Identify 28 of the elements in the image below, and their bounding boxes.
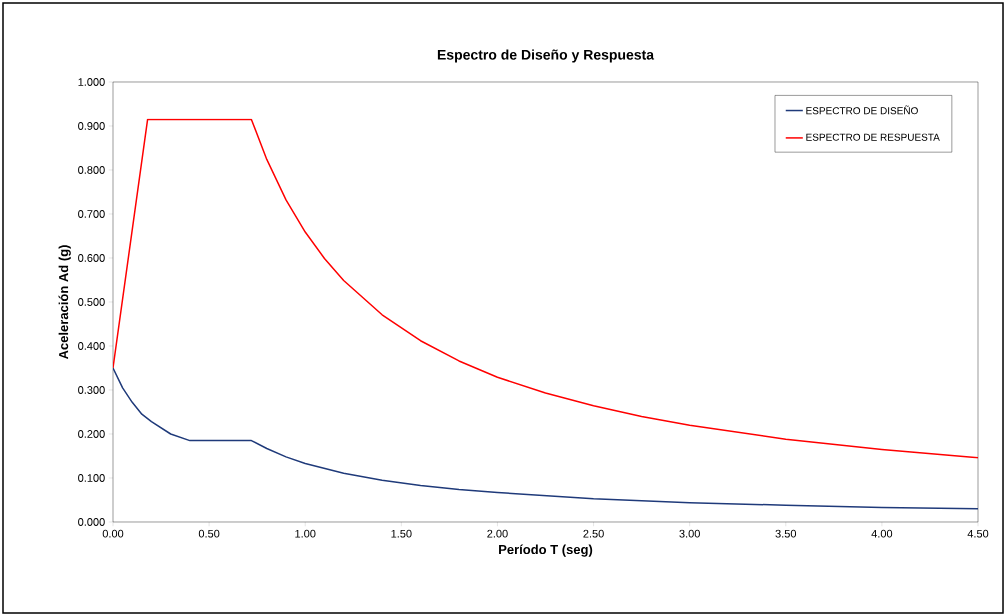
- x-tick-label: 2.00: [487, 529, 508, 538]
- y-tick-label: 0.900: [78, 122, 105, 130]
- line-series: [113, 367, 979, 510]
- x-tick-label: 1.50: [391, 529, 412, 538]
- x-axis-title: Período T (seg): [499, 544, 593, 557]
- x-tick-label: 0.00: [102, 529, 124, 538]
- chart-title: Espectro de Diseño y Respuesta: [437, 49, 655, 63]
- y-axis-title: Aceleración Ad (g): [58, 245, 71, 360]
- y-tick-label: 0.000: [78, 518, 105, 526]
- y-tick-label: 0.500: [78, 298, 105, 306]
- x-tick-label: 3.50: [775, 529, 797, 538]
- y-tick-label: 1.000: [78, 78, 105, 86]
- x-tick-label: 4.50: [967, 529, 989, 538]
- x-tick-label: 1.00: [295, 529, 316, 538]
- y-tick-label: 0.700: [78, 210, 105, 218]
- legend-label: ESPECTRO DE DISEÑO: [806, 105, 918, 115]
- x-tick-label: 0.50: [198, 529, 220, 538]
- x-tick-label: 2.50: [583, 529, 604, 538]
- y-tick-label: 0.400: [78, 342, 105, 350]
- x-tick-label: 4.00: [871, 529, 893, 538]
- y-tick-label: 0.100: [78, 474, 105, 482]
- y-tick-label: 0.600: [78, 254, 105, 262]
- x-tick-label: 3.00: [679, 529, 700, 538]
- legend-label: ESPECTRO DE RESPUESTA: [806, 133, 940, 141]
- line-series: [113, 118, 979, 459]
- y-tick-label: 0.200: [78, 430, 105, 438]
- y-tick-label: 0.800: [78, 166, 105, 174]
- y-tick-label: 0.300: [78, 386, 105, 394]
